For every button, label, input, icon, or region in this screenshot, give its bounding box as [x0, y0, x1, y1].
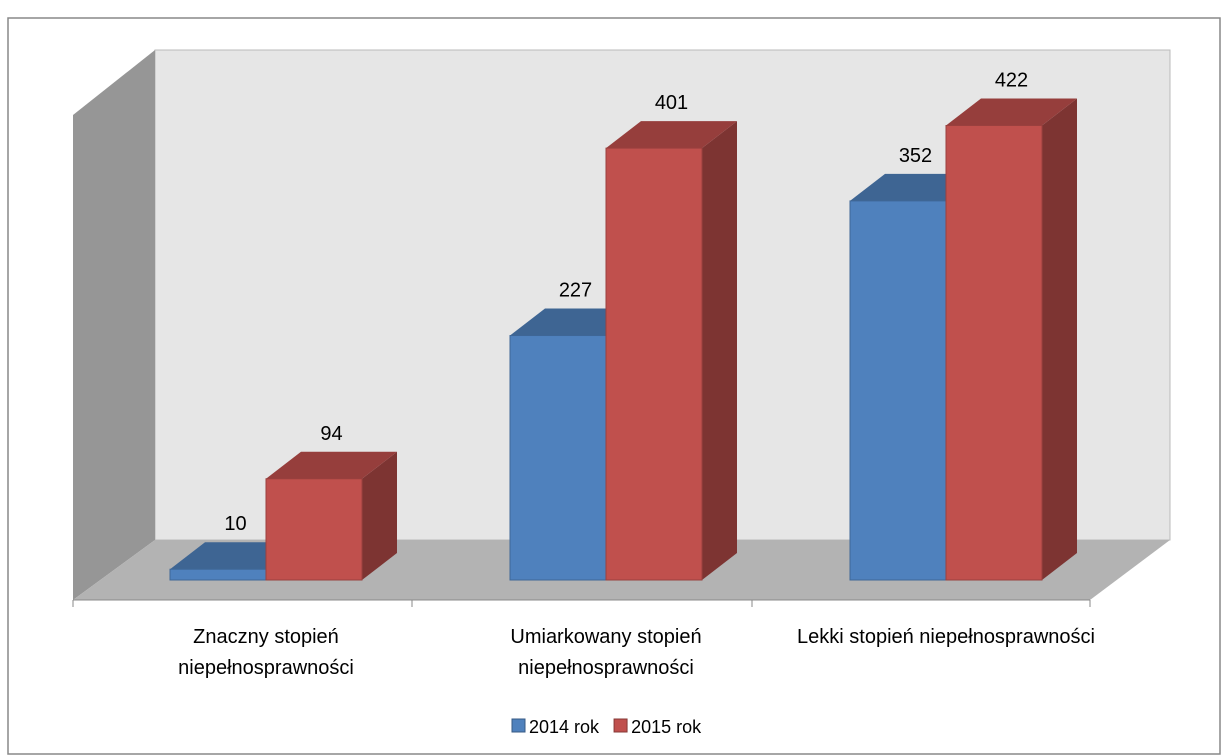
x-tick-label: Znaczny stopień niepełnosprawności: [178, 626, 354, 679]
bar: [945, 98, 1077, 581]
bar: [265, 451, 397, 581]
side-wall: [73, 50, 155, 600]
bar-top: [266, 451, 397, 479]
bar-front: [605, 147, 703, 581]
bar: [605, 121, 737, 581]
legend-swatch: [613, 718, 628, 733]
data-label: 352: [899, 145, 932, 167]
data-label: 94: [320, 423, 342, 445]
bar-top: [946, 98, 1077, 126]
legend-label: 2015 rok: [631, 717, 702, 737]
bar-side: [1042, 98, 1077, 581]
legend-swatch: [511, 718, 526, 733]
bar-front: [169, 568, 267, 581]
bar-front: [849, 200, 947, 581]
bar-front: [265, 478, 363, 581]
bar-front: [509, 335, 607, 581]
bar-front: [945, 125, 1043, 581]
x-ticks: [72, 600, 1091, 607]
data-label: 10: [224, 513, 246, 535]
bar-top: [606, 121, 737, 149]
data-label: 401: [655, 92, 688, 114]
bar-side: [362, 451, 397, 580]
legend-label: 2014 rok: [529, 717, 600, 737]
data-label: 227: [559, 280, 592, 302]
data-label: 422: [995, 70, 1028, 92]
bar-side: [702, 121, 737, 581]
x-tick-label: Lekki stopień niepełnosprawności: [797, 626, 1095, 648]
x-tick-label: Umiarkowany stopień niepełnosprawności: [510, 626, 702, 679]
